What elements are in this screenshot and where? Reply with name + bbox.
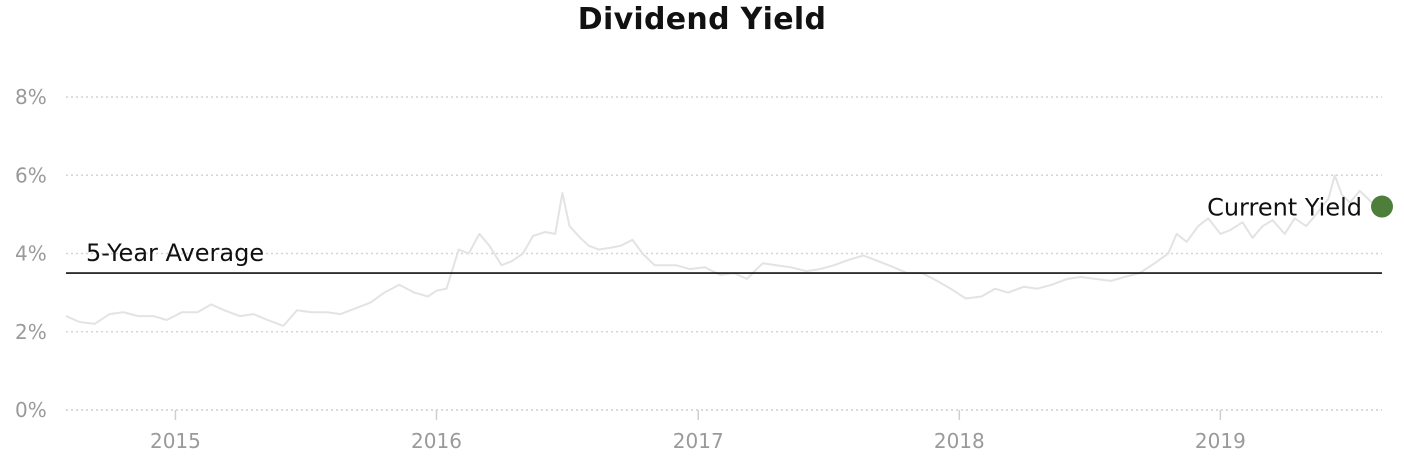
series-layer [65, 174, 1383, 327]
x-tick-label: 2017 [673, 429, 724, 453]
y-tick-label: 8% [15, 85, 47, 109]
x-tick-label: 2019 [1195, 429, 1246, 453]
gridlines [66, 96, 1382, 411]
y-tick-label: 4% [15, 242, 47, 266]
y-tick-label: 0% [15, 398, 47, 422]
y-axis-ticks: 0% 2% 4% 6% 8% [15, 85, 47, 422]
x-tick-label: 2015 [150, 429, 201, 453]
dividend-yield-series-line [65, 174, 1383, 327]
chart-title: Dividend Yield [577, 2, 827, 37]
x-tick-label: 2018 [934, 429, 985, 453]
y-tick-label: 2% [15, 320, 47, 344]
average-layer: 5-Year Average [66, 239, 1382, 274]
current-yield-layer: Current Yield [1207, 194, 1393, 222]
y-tick-label: 6% [15, 163, 47, 187]
current-yield-marker [1371, 195, 1393, 218]
x-tick-label: 2016 [411, 429, 462, 453]
current-yield-label: Current Yield [1207, 194, 1362, 222]
five-year-average-label: 5-Year Average [86, 239, 264, 267]
x-axis-ticks: 2015 2016 2017 2018 2019 [150, 410, 1246, 453]
